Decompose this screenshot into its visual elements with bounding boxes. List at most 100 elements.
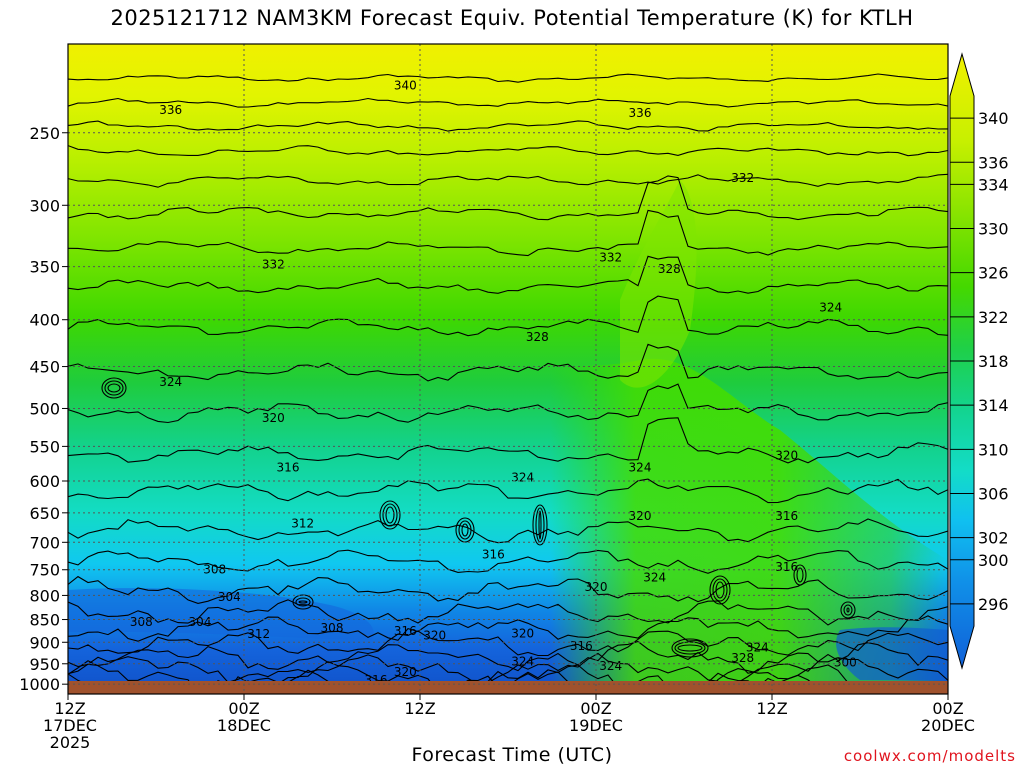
colorbar-label: 300 bbox=[978, 551, 1009, 570]
isoline bbox=[68, 599, 948, 626]
contour-label: 304 bbox=[218, 590, 241, 604]
contour-label: 308 bbox=[130, 615, 153, 629]
closed-contour bbox=[840, 601, 856, 619]
colorbar-label: 314 bbox=[978, 396, 1009, 415]
closed-contour bbox=[107, 383, 121, 393]
contour-label: 316 bbox=[775, 509, 798, 523]
contour-label: 324 bbox=[599, 659, 622, 673]
colorbar-label: 306 bbox=[978, 485, 1009, 504]
closed-contour bbox=[715, 581, 725, 599]
y-tick-label: 950 bbox=[29, 655, 60, 674]
isoline bbox=[68, 615, 948, 642]
closed-contour bbox=[846, 607, 850, 613]
isoline bbox=[68, 145, 948, 157]
colorbar-label: 334 bbox=[978, 175, 1009, 194]
gridlines bbox=[68, 44, 948, 694]
isoline bbox=[68, 255, 948, 294]
isoline bbox=[68, 173, 948, 188]
isoline bbox=[68, 73, 948, 83]
contour-label: 312 bbox=[291, 517, 314, 531]
closed-contour bbox=[455, 517, 475, 543]
colorbar-label: 318 bbox=[978, 352, 1009, 371]
contour-label: 320 bbox=[262, 411, 285, 425]
contour-label: 312 bbox=[247, 627, 270, 641]
contour-label: 336 bbox=[629, 106, 652, 120]
contour-label: 324 bbox=[159, 375, 182, 389]
contour-label: 332 bbox=[731, 171, 754, 185]
closed-contour bbox=[298, 600, 308, 604]
isoline bbox=[68, 175, 948, 221]
x-axis-label: Forecast Time (UTC) bbox=[411, 744, 613, 766]
isoline bbox=[68, 417, 948, 464]
isoline bbox=[68, 549, 948, 574]
contour-label: 316 bbox=[277, 461, 300, 475]
x-tick-label: 12Z bbox=[54, 699, 85, 718]
closed-contour bbox=[712, 578, 728, 602]
colorbar-label: 326 bbox=[978, 264, 1009, 283]
x-tick-label: 2025 bbox=[50, 733, 91, 752]
terrain-strip bbox=[68, 681, 948, 694]
closed-contour bbox=[382, 503, 398, 527]
closed-contour bbox=[671, 638, 709, 658]
contour-lines bbox=[68, 73, 948, 694]
contour-label: 308 bbox=[321, 621, 344, 635]
y-tick-label: 900 bbox=[29, 633, 60, 652]
colorbar-label: 302 bbox=[978, 529, 1009, 548]
y-tick-label: 350 bbox=[29, 258, 60, 277]
contour-label: 320 bbox=[585, 580, 608, 594]
closed-contour bbox=[796, 567, 804, 583]
y-tick-label: 400 bbox=[29, 311, 60, 330]
contour-label: 328 bbox=[731, 651, 754, 665]
isoline bbox=[68, 478, 948, 504]
y-axis: 250 300 350 400 450 500 550 600 650 700 750 800 850 9… bbox=[19, 124, 68, 694]
isoline bbox=[68, 343, 948, 382]
closed-contour bbox=[843, 604, 853, 616]
contour-label: 324 bbox=[511, 471, 534, 485]
moist-tongue-overlay bbox=[380, 358, 948, 690]
upper-moist-wedge bbox=[620, 180, 697, 388]
contour-label: 316 bbox=[570, 639, 593, 653]
contour-label: 300 bbox=[834, 656, 857, 670]
contour-label: 320 bbox=[511, 626, 534, 640]
y-tick-label: 300 bbox=[29, 196, 60, 215]
closed-contour bbox=[295, 597, 311, 607]
contour-label: 320 bbox=[423, 629, 446, 643]
isoline bbox=[68, 383, 948, 424]
isoline bbox=[68, 120, 948, 132]
chart-title: 2025121712 NAM3KM Forecast Equiv. Potent… bbox=[110, 6, 914, 30]
closed-contour bbox=[532, 504, 548, 546]
contour-label: 316 bbox=[775, 560, 798, 574]
colorbar-label: 310 bbox=[978, 440, 1009, 459]
isoline bbox=[68, 640, 948, 674]
x-tick-label: 18DEC bbox=[217, 716, 271, 735]
contour-label: 324 bbox=[746, 641, 769, 655]
closed-contour bbox=[458, 520, 472, 540]
isoline bbox=[68, 518, 948, 544]
x-tick-label: 12Z bbox=[404, 699, 435, 718]
y-tick-label: 250 bbox=[29, 124, 60, 143]
x-tick-label: 12Z bbox=[756, 699, 787, 718]
colorbar-label: 296 bbox=[978, 595, 1009, 614]
x-tick-label: 00Z bbox=[228, 699, 259, 718]
closed-contour bbox=[104, 380, 124, 396]
closed-contour bbox=[674, 641, 706, 655]
contour-label: 332 bbox=[262, 257, 285, 271]
closed-contour bbox=[677, 644, 703, 652]
closed-contour bbox=[793, 564, 807, 586]
colorbar-label: 322 bbox=[978, 308, 1009, 327]
y-tick-label: 850 bbox=[29, 611, 60, 630]
y-tick-label: 650 bbox=[29, 504, 60, 523]
y-tick-label: 550 bbox=[29, 437, 60, 456]
contour-label: 320 bbox=[629, 509, 652, 523]
colorbar-label: 336 bbox=[978, 153, 1009, 172]
x-tick-label: 00Z bbox=[932, 699, 963, 718]
contour-label: 336 bbox=[159, 103, 182, 117]
x-tick-label: 17DEC bbox=[43, 716, 97, 735]
colorbar-label: 330 bbox=[978, 220, 1009, 239]
isoline bbox=[68, 97, 948, 108]
isoline bbox=[68, 652, 948, 686]
closed-contour bbox=[538, 510, 542, 540]
contour-label: 324 bbox=[819, 301, 842, 315]
